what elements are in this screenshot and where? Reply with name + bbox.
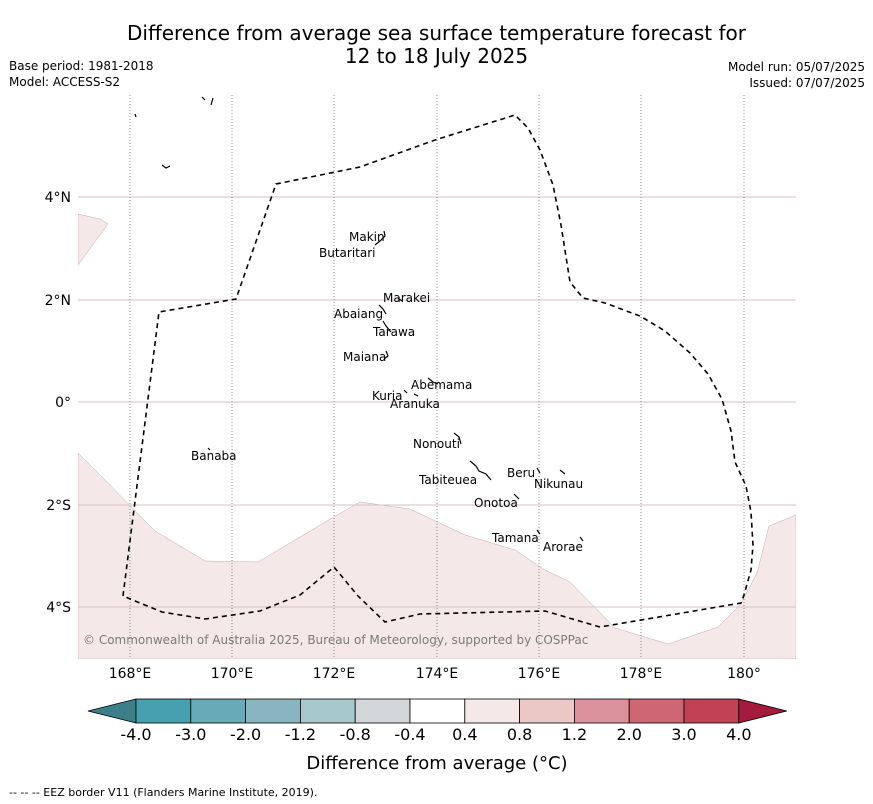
island-label-tarawa: Tarawa: [372, 325, 415, 339]
colorbar-labels: -4.0 -3.0 -2.0 -1.2 -0.8 -0.4 0.4 0.8 1.2 2.0 3.0 4…: [120, 725, 751, 744]
base-period-text: Base period: 1981-2018: [9, 59, 154, 73]
title-line-2: 12 to 18 July 2025: [344, 44, 529, 68]
lat-label-4s: 4°S: [46, 600, 71, 616]
colorbar-tick-label: -4.0: [120, 725, 151, 744]
colorbar-cell: [574, 698, 630, 724]
colorbar-cell: [519, 698, 575, 724]
island-label-butaritari: Butaritari: [319, 246, 376, 260]
island-label-makin: Makin: [349, 230, 385, 244]
colorbar-extend-high: [738, 698, 787, 724]
island-shapes: [134, 96, 584, 542]
island-label-beru: Beru: [507, 466, 535, 480]
map-title: Difference from average sea surface temp…: [0, 22, 873, 68]
colorbar-cell: [464, 698, 520, 724]
copyright-text: © Commonwealth of Australia 2025, Bureau…: [83, 633, 588, 647]
island-label-maiana: Maiana: [343, 350, 386, 364]
issued-text: Issued: 07/07/2025: [749, 76, 865, 90]
model-run-text: Model run: 05/07/2025: [727, 60, 865, 74]
colorbar-cells: [87, 698, 787, 724]
colorbar-extend-low: [87, 698, 137, 724]
island-label-tabiteuea: Tabiteuea: [418, 473, 477, 487]
colorbar-tick-label: -1.2: [285, 725, 316, 744]
island-label-abaiang: Abaiang: [334, 307, 383, 321]
island-label-aranuka: Aranuka: [390, 397, 440, 411]
lat-label-4n: 4°N: [45, 190, 71, 206]
lon-label-172e: 172°E: [313, 666, 356, 682]
colorbar-tick-label: 0.8: [507, 725, 532, 744]
warm-anomaly-region-west: [78, 213, 109, 266]
colorbar-tick-label: -0.8: [340, 725, 371, 744]
lat-label-2n: 2°N: [45, 293, 71, 309]
colorbar-tick-label: -2.0: [230, 725, 261, 744]
island-label-nonouti: Nonouti: [413, 437, 460, 451]
island-label-marakei: Marakei: [383, 291, 430, 305]
longitude-labels: 168°E 170°E 172°E 174°E 176°E 178°E 180°: [109, 666, 761, 682]
colorbar-cell: [409, 698, 466, 724]
title-line-1: Difference from average sea surface temp…: [126, 21, 746, 45]
lon-label-180: 180°: [727, 666, 761, 682]
island-label-tamana: Tamana: [491, 531, 539, 545]
eez-border: [122, 114, 754, 628]
colorbar-cell: [135, 698, 192, 724]
island-label-abemama: Abemama: [411, 378, 472, 392]
colorbar-tick-label: 4.0: [726, 725, 751, 744]
colorbar-tick-label: 1.2: [562, 725, 587, 744]
colorbar-label: Difference from average (°C): [306, 753, 567, 774]
colorbar-cell: [683, 698, 740, 724]
footer-note: -- -- -- EEZ border V11 (Flanders Marine…: [9, 786, 318, 799]
colorbar-tick-label: 0.4: [452, 725, 477, 744]
lat-label-0: 0°: [55, 395, 71, 411]
colorbar-tick-label: 2.0: [616, 725, 641, 744]
island-label-onotoa: Onotoa: [474, 496, 518, 510]
lon-label-168e: 168°E: [109, 666, 152, 682]
colorbar-cell: [299, 698, 356, 724]
island-labels: Makin Butaritari Marakei Abaiang Tarawa …: [191, 230, 583, 554]
island-label-arorae: Arorae: [543, 540, 583, 554]
lon-label-176e: 176°E: [518, 666, 561, 682]
colorbar-cell: [354, 698, 411, 724]
meta-right: Model run: 05/07/2025 Issued: 07/07/2025: [728, 59, 865, 91]
map-area: Makin Butaritari Marakei Abaiang Tarawa …: [78, 95, 796, 659]
model-text: Model: ACCESS-S2: [9, 75, 121, 89]
lon-label-170e: 170°E: [211, 666, 254, 682]
colorbar-tick-label: 3.0: [671, 725, 696, 744]
colorbar-cell: [628, 698, 685, 724]
lat-label-2s: 2°S: [46, 498, 71, 514]
colorbar-cell: [190, 698, 247, 724]
meta-left: Base period: 1981-2018 Model: ACCESS-S2: [9, 58, 154, 90]
colorbar-tick-label: -3.0: [175, 725, 206, 744]
latitude-labels: 4°N 2°N 0° 2°S 4°S: [45, 190, 72, 616]
lon-label-174e: 174°E: [416, 666, 459, 682]
island-label-banaba: Banaba: [191, 449, 237, 463]
colorbar-tick-label: -0.4: [394, 725, 425, 744]
colorbar-cell: [245, 698, 301, 724]
island-label-nikunau: Nikunau: [534, 477, 583, 491]
island-label-kuria: Kuria: [372, 389, 403, 403]
lon-label-178e: 178°E: [620, 666, 663, 682]
colorbar: -4.0 -3.0 -2.0 -1.2 -0.8 -0.4 0.4 0.8 1.2 2.0 3.0 4…: [87, 698, 787, 774]
longitude-gridlines: [129, 95, 745, 659]
